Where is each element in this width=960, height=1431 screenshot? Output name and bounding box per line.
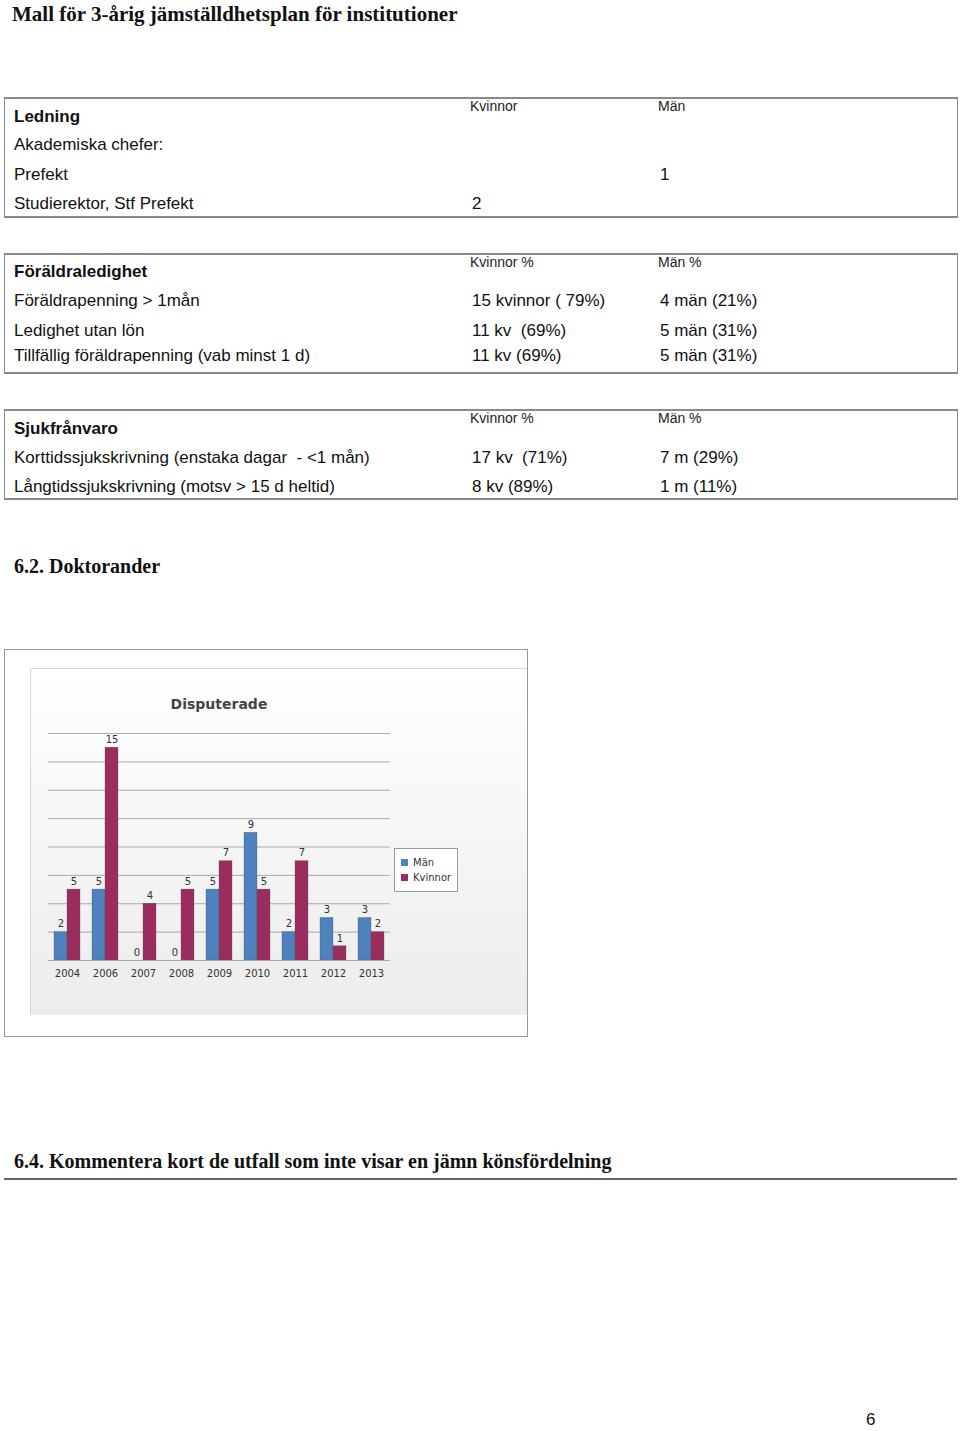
html-text:1 m (11%): 1 m (11%) [660,477,738,496]
svg-text:2: 2 [286,918,292,929]
html-text:Män: Män [413,857,435,868]
html-text:Män: Män [658,98,686,114]
svg-text:15: 15 [106,734,119,745]
html-text:6: 6 [866,1410,876,1429]
html-text:Mall för 3-årig jämställdhetsp: Mall för 3-årig jämställdhetsplan för in… [12,2,458,26]
svg-text:2004: 2004 [55,968,80,979]
html-text:11 kv (69%): 11 kv (69%) [472,346,562,365]
svg-text:2011: 2011 [283,968,308,979]
svg-text:0: 0 [134,947,140,958]
svg-text:5: 5 [261,876,267,887]
html-text:2: 2 [472,194,482,213]
html-text:Långtidssjukskrivning (motsv >: Långtidssjukskrivning (motsv > 15 d helt… [14,477,335,496]
svg-text:3: 3 [324,904,330,915]
html-text:17 kv (71%): 17 kv (71%) [472,448,568,467]
html-text:Kvinnor %: Kvinnor % [470,254,534,270]
html-text:Korttidssjukskrivning (enstaka: Korttidssjukskrivning (enstaka dagar - <… [14,448,370,467]
html-text:Kvinnor: Kvinnor [413,872,452,883]
html-text:7 m (29%): 7 m (29%) [660,448,739,467]
svg-text:2007: 2007 [131,968,156,979]
html-text:Prefekt: Prefekt [14,165,68,184]
html-text:Akademiska chefer:: Akademiska chefer: [14,135,164,154]
html-text:15 kvinnor ( 79%): 15 kvinnor ( 79%) [472,291,606,310]
html-text:5 män (31%): 5 män (31%) [660,321,758,340]
svg-text:5: 5 [96,876,102,887]
html-text:8 kv (89%): 8 kv (89%) [472,477,554,496]
svg-text:2012: 2012 [321,968,346,979]
html-text:5 män (31%): 5 män (31%) [660,346,758,365]
html-text:1: 1 [660,165,670,184]
html-text:Ledning: Ledning [14,107,81,126]
svg-text:5: 5 [185,876,191,887]
svg-text:5: 5 [210,876,216,887]
svg-text:4: 4 [147,890,153,901]
svg-text:2010: 2010 [245,968,270,979]
html-text:Ledighet utan lön: Ledighet utan lön [14,321,145,340]
html-text:Disputerade: Disputerade [170,696,268,712]
svg-text:2013: 2013 [359,968,384,979]
html-text:Föräldraledighet: Föräldraledighet [14,262,148,281]
html-text:6.2. Doktorander: 6.2. Doktorander [14,555,161,577]
html-text:Kvinnor: Kvinnor [470,98,518,114]
html-text:Föräldrapenning > 1mån: Föräldrapenning > 1mån [14,291,200,310]
html-text:Män %: Män % [658,410,702,426]
html-text:Sjukfrånvaro: Sjukfrånvaro [14,419,118,438]
svg-text:7: 7 [299,847,305,858]
html-text:6.4. Kommentera kort de utfall: 6.4. Kommentera kort de utfall som inte … [14,1150,612,1172]
svg-text:2: 2 [58,918,64,929]
html-text:Män %: Män % [658,254,702,270]
svg-text:5: 5 [71,876,77,887]
svg-text:7: 7 [223,847,229,858]
html-text:Kvinnor %: Kvinnor % [470,410,534,426]
svg-text:9: 9 [248,819,254,830]
svg-text:0: 0 [172,947,178,958]
svg-text:2006: 2006 [93,968,118,979]
svg-text:3: 3 [362,904,368,915]
html-text:4 män (21%): 4 män (21%) [660,291,758,310]
svg-text:2009: 2009 [207,968,232,979]
svg-text:2: 2 [375,918,381,929]
svg-text:1: 1 [337,933,343,944]
html-text:Studierektor, Stf Prefekt: Studierektor, Stf Prefekt [14,194,194,213]
svg-text:2008: 2008 [169,968,194,979]
html-text:11 kv (69%): 11 kv (69%) [472,321,567,340]
html-text:Tillfällig föräldrapenning (va: Tillfällig föräldrapenning (vab minst 1 … [14,346,311,365]
